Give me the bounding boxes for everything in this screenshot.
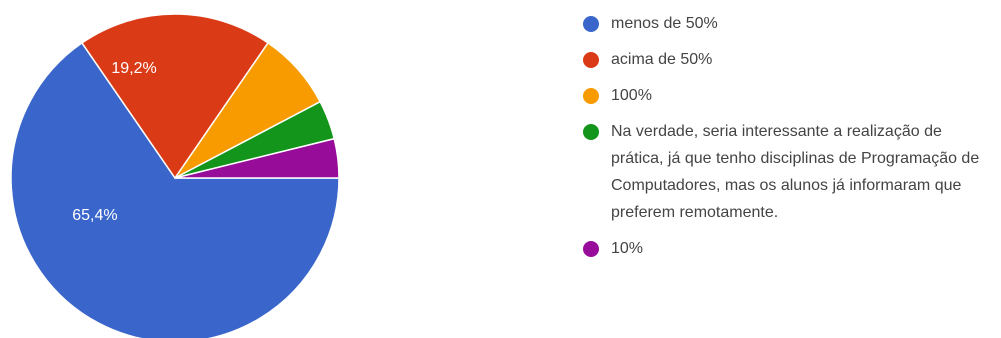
legend-item: acima de 50% — [578, 46, 998, 73]
pie-slice — [174, 137, 340, 179]
legend-item: 100% — [578, 82, 998, 109]
pie-chart: 65,4% 19,2% — [10, 13, 340, 338]
legend-item: 10% — [578, 235, 998, 262]
legend-item: menos de 50% — [578, 10, 998, 37]
legend-swatch-icon — [583, 241, 599, 257]
slice-data-label: 65,4% — [72, 207, 117, 224]
legend: menos de 50% acima de 50% 100% Na verdade, … — [578, 10, 998, 271]
legend-swatch-icon — [583, 52, 599, 68]
slice-data-label: 19,2% — [111, 60, 156, 77]
legend-swatch-icon — [583, 88, 599, 104]
pie-slice — [10, 41, 340, 338]
legend-label: 100% — [611, 87, 652, 104]
legend-label: acima de 50% — [611, 51, 713, 68]
pie-slice-labels: 65,4% 19,2% — [72, 60, 157, 224]
legend-label: menos de 50% — [611, 15, 718, 32]
pie-slice — [80, 13, 270, 180]
legend-swatch-icon — [583, 124, 599, 140]
legend-label: Na verdade, seria interessante a realiza… — [611, 123, 980, 221]
legend-label: 10% — [611, 240, 644, 257]
legend-item: Na verdade, seria interessante a realiza… — [578, 118, 998, 226]
legend-swatch-icon — [583, 16, 599, 32]
pie-slices — [10, 13, 340, 338]
